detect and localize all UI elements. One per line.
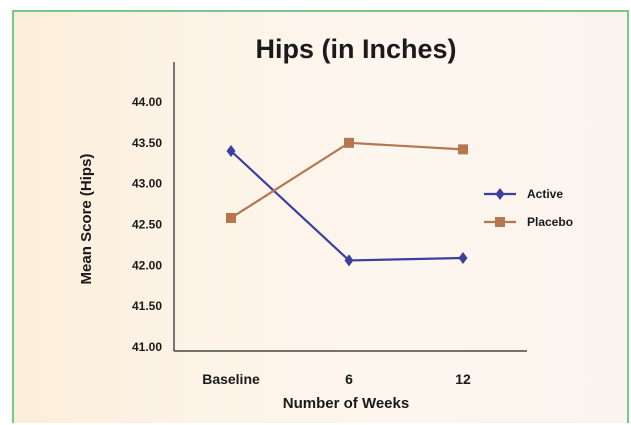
y-tick-labels: 41.00 41.50 42.00 42.50 43.00 43.50 44.00 xyxy=(132,95,162,354)
y-tick-label: 43.50 xyxy=(132,136,162,150)
legend-placebo-marker xyxy=(495,217,505,227)
y-tick-label: 41.50 xyxy=(132,299,162,313)
active-data-point xyxy=(344,254,354,267)
legend: Active Placebo xyxy=(484,187,573,229)
placebo-data-point xyxy=(344,137,354,148)
active-data-point xyxy=(458,251,468,264)
placebo-series-line xyxy=(230,141,464,219)
legend-active-label: Active xyxy=(527,187,563,201)
y-tick-label: 42.00 xyxy=(132,258,162,272)
placebo-data-point xyxy=(458,144,468,155)
y-tick-label: 43.00 xyxy=(132,177,162,191)
chart-title: Hips (in Inches) xyxy=(255,34,456,64)
x-tick-labels: Baseline 6 12 xyxy=(202,371,471,387)
y-axis-label: Mean Score (Hips) xyxy=(78,154,95,285)
y-tick-label: 44.00 xyxy=(132,95,162,109)
active-data-point xyxy=(226,145,236,157)
series-group xyxy=(226,137,468,267)
legend-active-marker xyxy=(495,188,505,200)
chart-frame xyxy=(12,10,629,423)
active-series-line xyxy=(230,150,464,262)
x-axis-label: Number of Weeks xyxy=(283,395,409,412)
x-tick-label: 12 xyxy=(455,371,471,387)
x-tick-label: 6 xyxy=(345,371,353,387)
placebo-data-point xyxy=(226,212,236,223)
x-tick-label: Baseline xyxy=(202,371,260,387)
legend-placebo-label: Placebo xyxy=(527,215,573,229)
y-tick-label: 42.50 xyxy=(132,218,162,232)
y-tick-label: 41.00 xyxy=(132,340,162,354)
